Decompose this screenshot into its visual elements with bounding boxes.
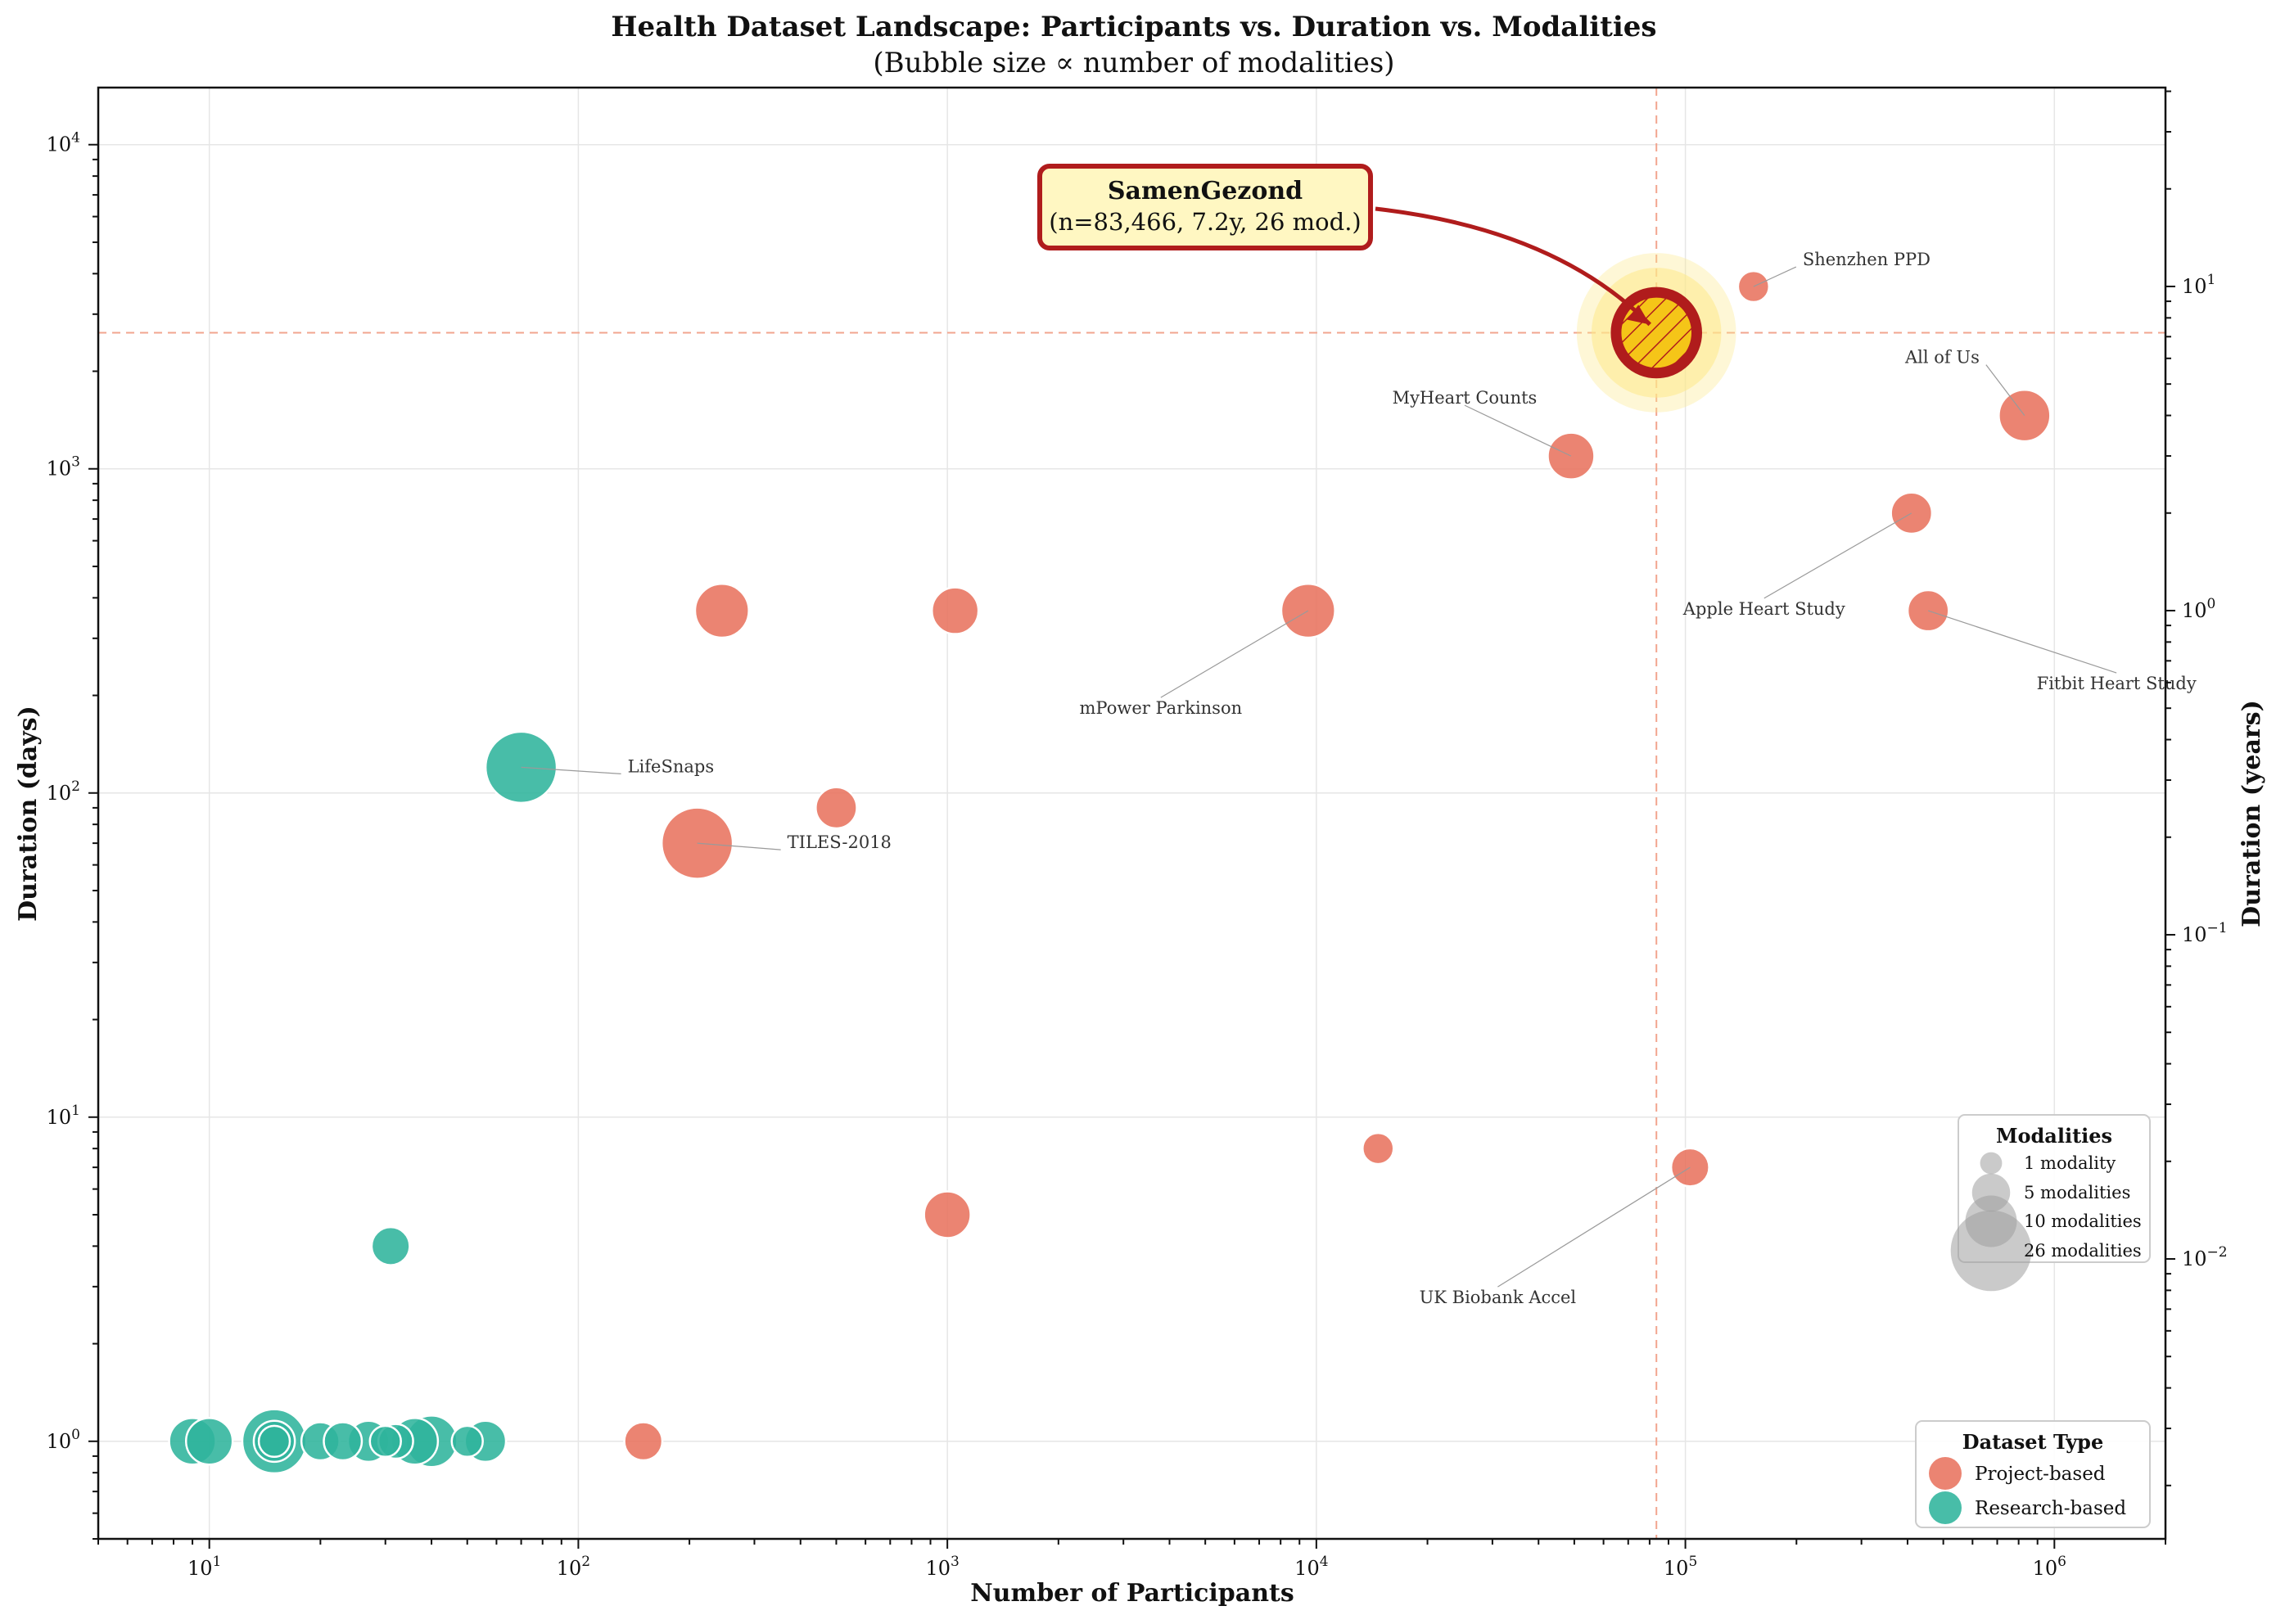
y-tick-label: 100 (47, 1427, 80, 1453)
type-legend-marker (1929, 1457, 1962, 1490)
size-legend-label: 26 modalities (2024, 1241, 2142, 1261)
label-leader-line (1927, 610, 2117, 674)
x-tick-label: 103 (925, 1554, 959, 1580)
y-right-tick-label: 101 (2182, 272, 2215, 298)
y-axis-label-right: Duration (years) (2238, 700, 2266, 927)
data-point-research-1 (370, 1225, 411, 1266)
chart-subtitle: (Bubble size ∝ number of modalities) (873, 47, 1394, 79)
point-label: TILES-2018 (788, 832, 892, 852)
data-point-research-8 (323, 1421, 364, 1462)
data-point-research-3 (184, 1417, 234, 1466)
y-right-tick-label: 10−1 (2182, 920, 2228, 946)
label-leader-line (521, 766, 621, 775)
highlight-callout-title: SamenGezond (1108, 177, 1303, 205)
x-tick-label: 102 (557, 1554, 590, 1580)
y-axis-label: Duration (days) (14, 706, 43, 922)
type-legend-label: Research-based (1975, 1498, 2126, 1519)
highlight-callout-arrowhead (1627, 304, 1651, 325)
size-legend-marker (1950, 1210, 2032, 1292)
point-label: Fitbit Heart Study (2037, 674, 2197, 693)
type-legend-label: Project-based (1975, 1464, 2106, 1485)
size-legend-title: Modalities (1996, 1124, 2112, 1148)
x-axis-label: Number of Participants (970, 1579, 1294, 1608)
y-tick-label: 104 (47, 130, 80, 156)
grid (98, 88, 2165, 1539)
plot-frame (97, 86, 2167, 1541)
x-tick-label: 104 (1294, 1554, 1328, 1580)
highlight-callout-arrow (1375, 206, 1651, 327)
size-legend-label: 1 modality (2024, 1153, 2116, 1173)
highlight-callout-note: (n=83,466, 7.2y, 26 mod.) (1049, 208, 1361, 236)
data-point-research-10 (368, 1424, 402, 1459)
point-label: UK Biobank Accel (1420, 1288, 1577, 1307)
x-tick-label: 101 (187, 1554, 221, 1580)
y-right-tick-label: 100 (2182, 596, 2215, 622)
size-legend-label: 10 modalities (2024, 1211, 2142, 1231)
x-tick-label: 105 (1664, 1554, 1697, 1580)
size-legend-label: 5 modalities (2024, 1183, 2130, 1202)
label-leader-line (697, 842, 781, 850)
legends: Modalities 1 modality 5 modalities 10 modal… (1915, 1114, 2151, 1528)
data-point-project-8 (930, 586, 980, 635)
label-leader-line (1497, 1166, 1691, 1288)
reference-lines (98, 88, 2165, 1539)
size-legend-marker (1980, 1152, 2003, 1175)
data-point-project-12 (923, 1190, 972, 1239)
label-leader-line (1464, 404, 1572, 457)
label-leader-line (1160, 610, 1309, 698)
highlight-callout-box (1037, 164, 1373, 250)
point-label: LifeSnaps (628, 756, 715, 776)
type-legend-title: Dataset Type (1962, 1430, 2103, 1454)
data-point-research-6 (257, 1424, 291, 1459)
type-legend-marker (1929, 1491, 1962, 1524)
chart-title: Health Dataset Landscape: Participants v… (611, 11, 1656, 43)
point-labels: All of Us Apple Heart Study Fitbit Heart S… (521, 250, 2197, 1307)
point-label: MyHeart Counts (1393, 388, 1538, 408)
data-point-project-10 (815, 786, 858, 830)
highlight-point: SamenGezond (n=83,466, 7.2y, 26 mod.) (1037, 164, 1736, 413)
data-point-research-14 (450, 1424, 484, 1459)
y-tick-label: 103 (47, 454, 80, 480)
point-label: mPower Parkinson (1080, 698, 1243, 718)
data-point-project-7 (1362, 1131, 1395, 1166)
data-point-project-13 (623, 1421, 664, 1462)
label-leader-line (1753, 266, 1797, 287)
y-right-tick-label: 10−2 (2182, 1244, 2228, 1270)
y-tick-label: 101 (47, 1103, 80, 1129)
data-points (168, 269, 2052, 1475)
point-label: Apple Heart Study (1682, 599, 1845, 619)
type-legend-box (1915, 1420, 2151, 1528)
x-tick-label: 106 (2033, 1554, 2066, 1580)
point-label: All of Us (1904, 348, 1980, 368)
point-label: Shenzhen PPD (1803, 250, 1931, 269)
axes: 101 102 103 104 105 106 100 101 102 103 104 10−2 10−… (47, 86, 2228, 1580)
data-point-project-9 (693, 582, 750, 639)
y-tick-label: 102 (47, 778, 80, 805)
label-leader-line (1763, 512, 1912, 599)
label-leader-line (1985, 364, 2025, 417)
